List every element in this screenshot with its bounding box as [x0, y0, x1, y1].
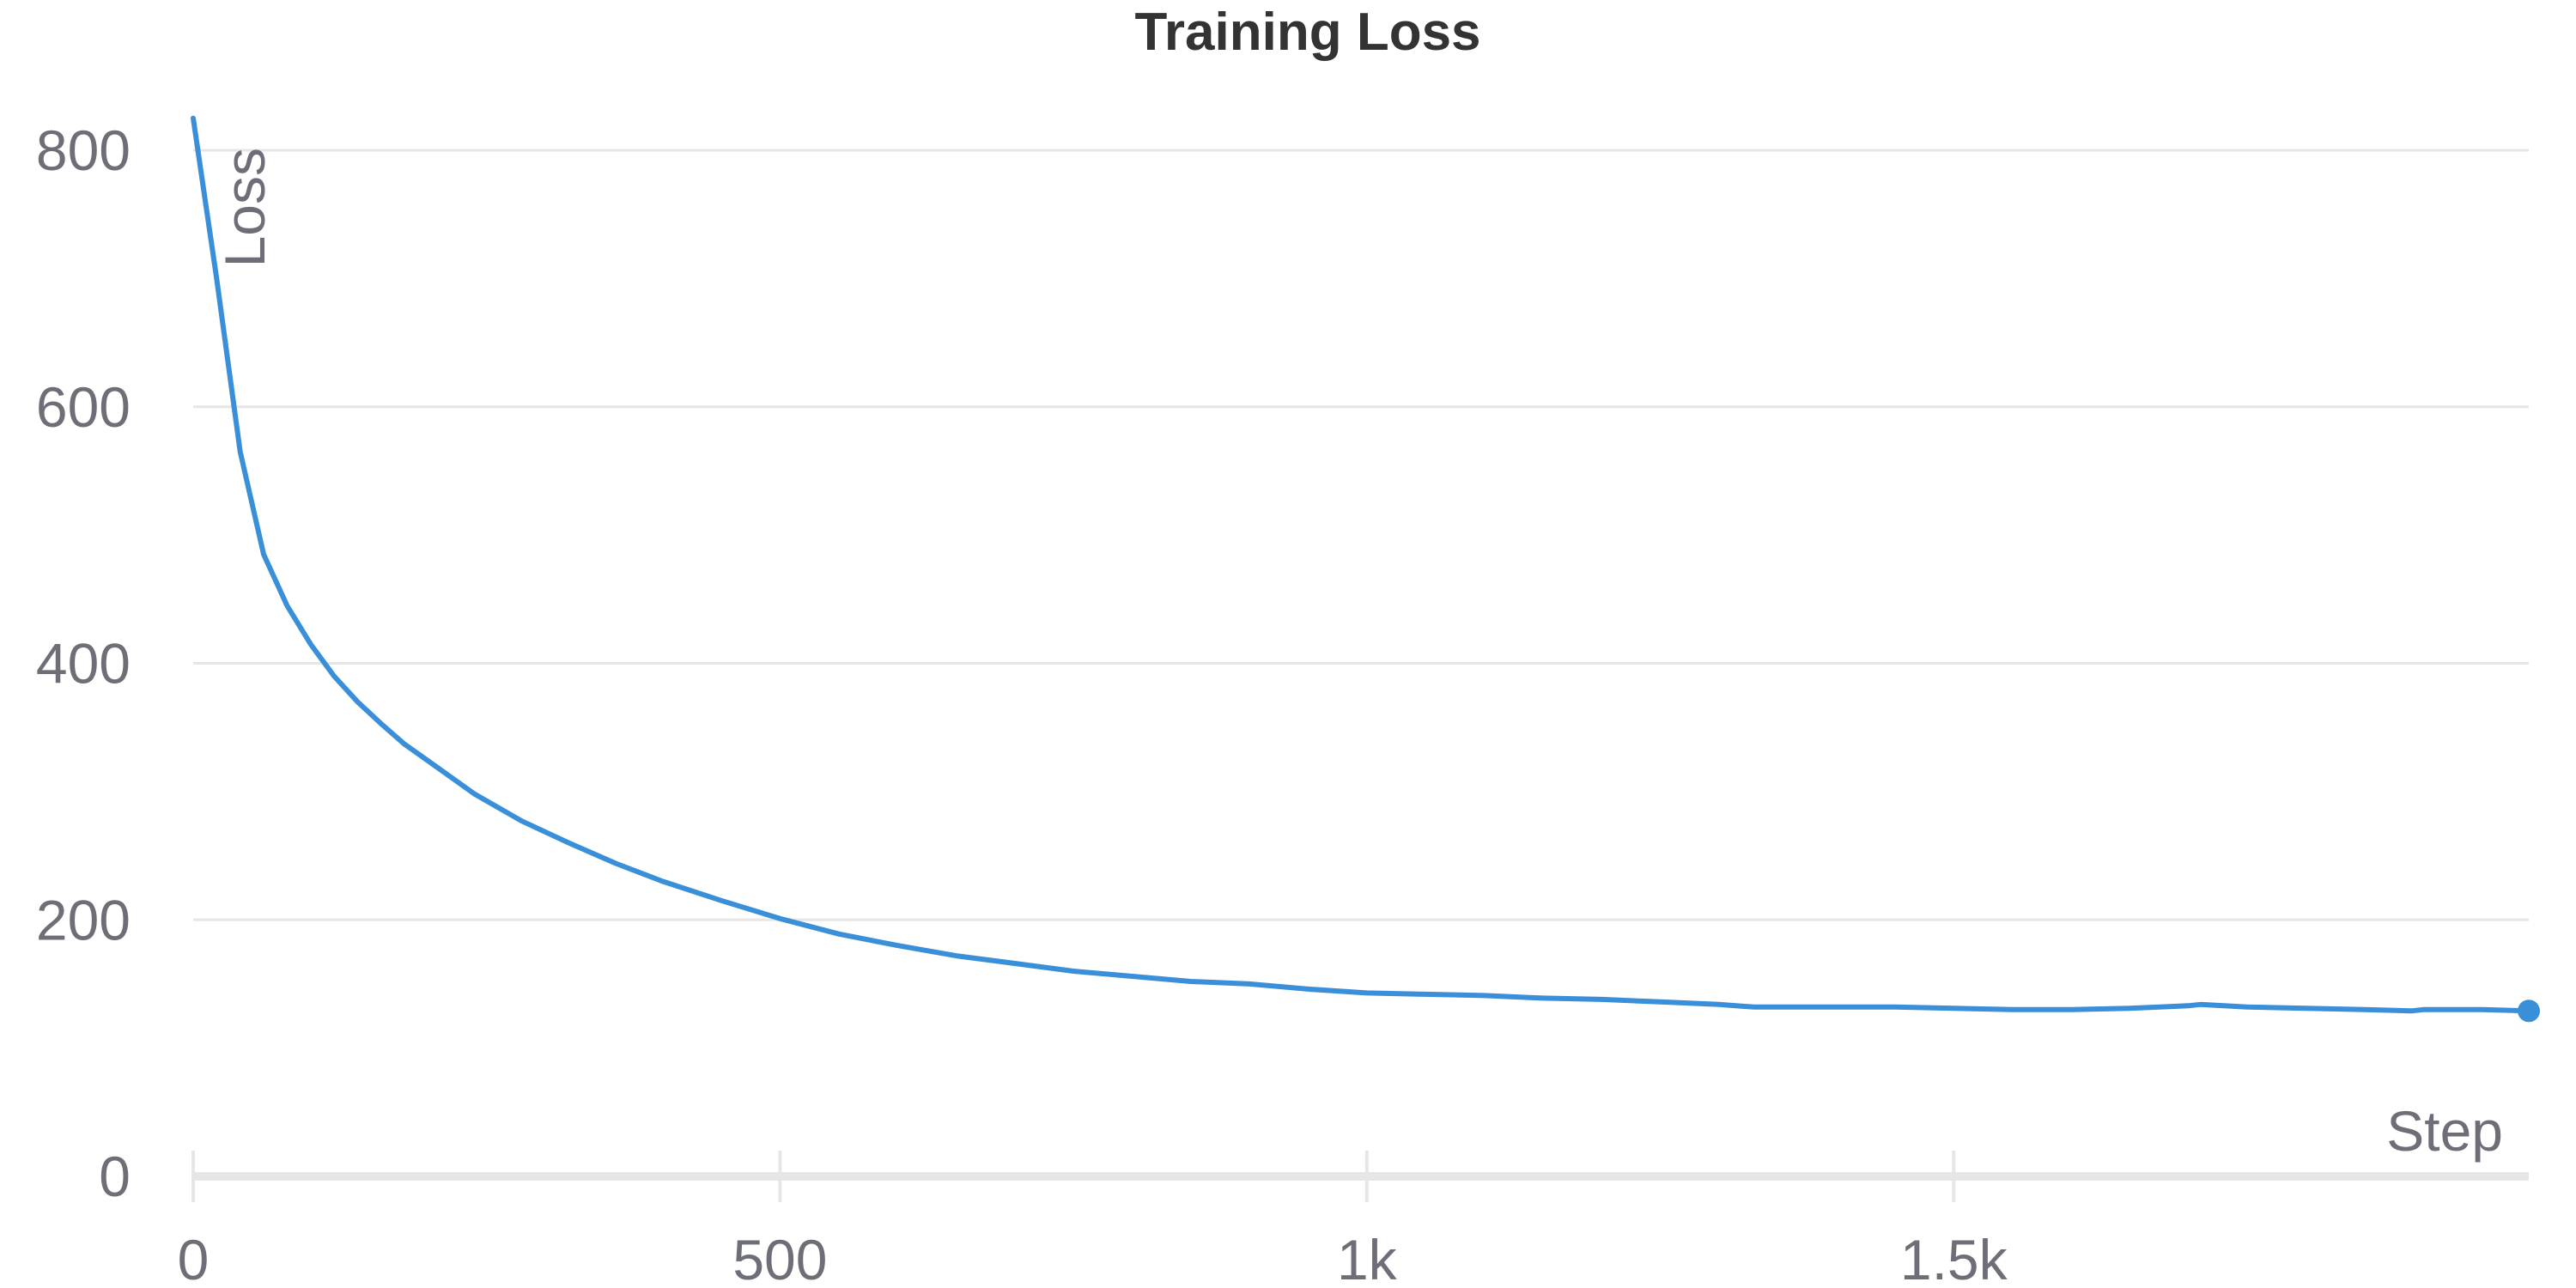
x-axis-ticks: 0 500 1k 1.5k	[178, 1151, 2008, 1288]
x-tick-label: 1.5k	[1900, 1228, 2008, 1288]
gridlines	[193, 149, 2529, 921]
x-axis-label: Step	[2386, 1099, 2503, 1163]
series-layer	[191, 115, 2540, 1023]
y-tick-label: 0	[99, 1145, 131, 1208]
x-tick-label: 1k	[1337, 1228, 1398, 1288]
y-axis-ticks: 0 200 400 600 800	[36, 118, 131, 1208]
y-tick-label: 600	[36, 375, 131, 439]
y-axis-label: Loss	[213, 148, 276, 267]
chart-title: Training Loss	[1134, 3, 1480, 62]
x-tick-label: 500	[732, 1228, 827, 1288]
y-tick-label: 400	[36, 632, 131, 696]
x-tick-label: 0	[178, 1228, 210, 1288]
series-end-point	[2518, 999, 2540, 1023]
y-tick-label: 800	[36, 118, 131, 182]
series-line	[191, 115, 2531, 1014]
y-tick-label: 200	[36, 888, 131, 951]
